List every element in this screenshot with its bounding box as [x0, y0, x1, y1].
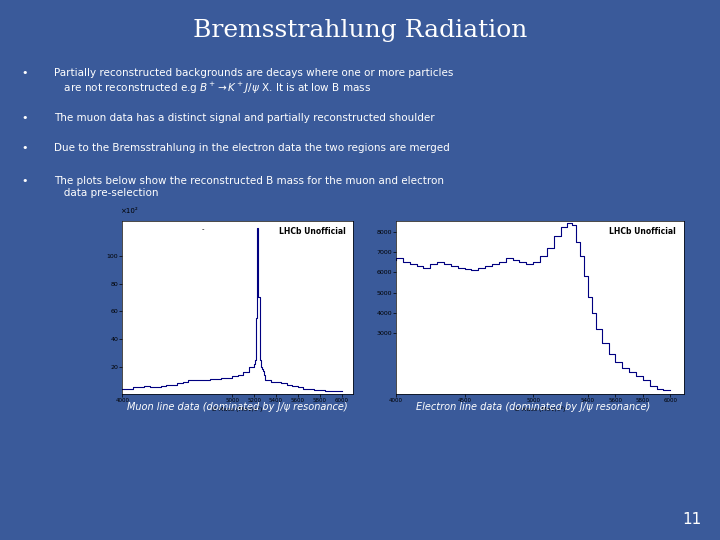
Text: •: •: [22, 143, 28, 153]
Text: •: •: [22, 113, 28, 124]
X-axis label: B Mass (MeV/c²): B Mass (MeV/c²): [212, 406, 263, 412]
Text: The muon data has a distinct signal and partially reconstructed shoulder: The muon data has a distinct signal and …: [54, 113, 435, 124]
X-axis label: B Mass (MeV/c²): B Mass (MeV/c²): [515, 406, 565, 412]
Text: Due to the Bremsstrahlung in the electron data the two regions are merged: Due to the Bremsstrahlung in the electro…: [54, 143, 450, 153]
Text: LHCb Unofficial: LHCb Unofficial: [279, 227, 346, 235]
Text: Bremsstrahlung Radiation: Bremsstrahlung Radiation: [193, 19, 527, 42]
Text: 11: 11: [683, 511, 702, 526]
Text: ×10²: ×10²: [120, 208, 138, 214]
Text: Muon line data (dominated by J/ψ resonance): Muon line data (dominated by J/ψ resonan…: [127, 402, 348, 413]
Text: The plots below show the reconstructed B mass for the muon and electron
   data : The plots below show the reconstructed B…: [54, 176, 444, 198]
Text: -: -: [202, 227, 204, 233]
Text: •: •: [22, 68, 28, 78]
Text: LHCb Unofficial: LHCb Unofficial: [608, 227, 675, 235]
Text: •: •: [22, 176, 28, 186]
Text: Electron line data (dominated by J/ψ resonance): Electron line data (dominated by J/ψ res…: [415, 402, 650, 413]
Text: Partially reconstructed backgrounds are decays where one or more particles
   ar: Partially reconstructed backgrounds are …: [54, 68, 454, 96]
